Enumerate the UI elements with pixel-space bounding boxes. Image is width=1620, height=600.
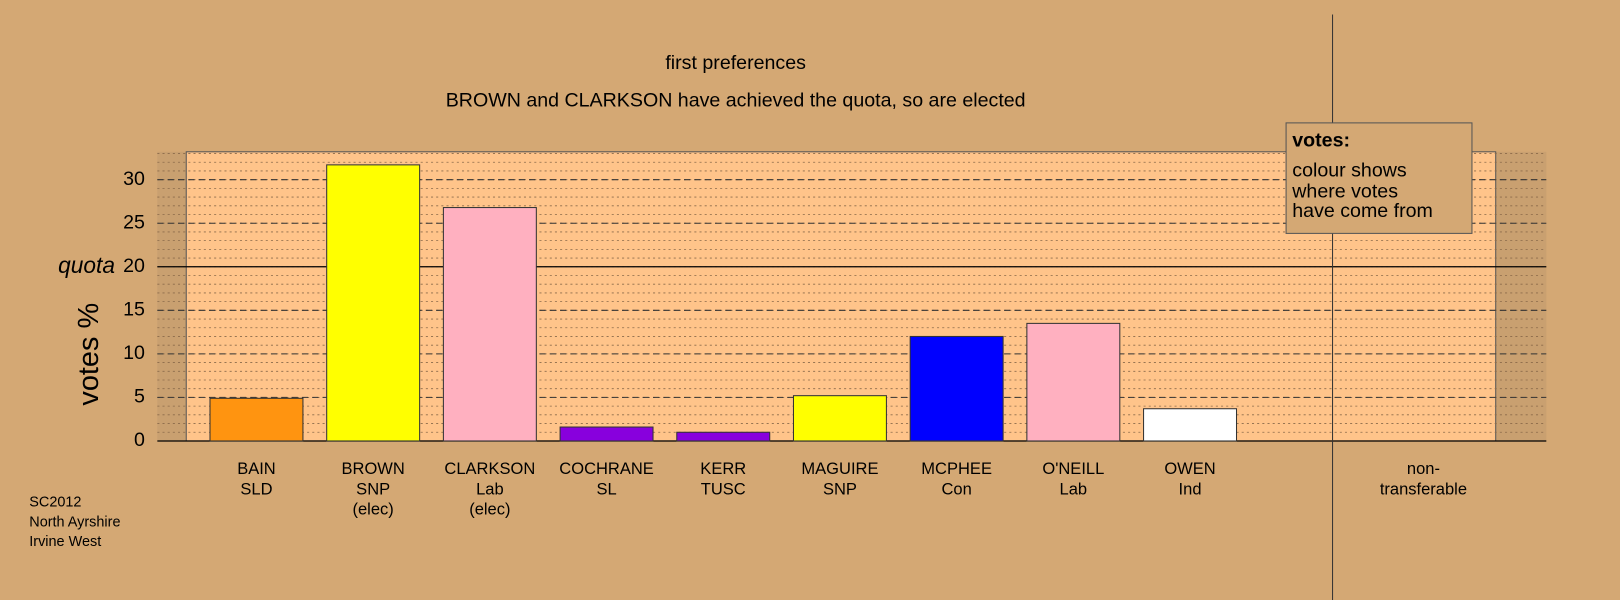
- footer: Irvine West: [29, 534, 101, 550]
- bar: [1143, 408, 1238, 442]
- x-tick-label: Lab: [476, 479, 504, 498]
- bar: [1026, 322, 1121, 442]
- x-tick-label: SLD: [240, 479, 272, 498]
- y-tick-label: 20: [123, 255, 145, 277]
- x-tick-label: MAGUIRE: [801, 459, 878, 478]
- x-tick-label: BROWN: [342, 459, 405, 478]
- x-tick-label: SNP: [356, 479, 390, 498]
- chart-subtitle: BROWN and CLARKSON have achieved the quo…: [446, 89, 1026, 111]
- x-tick-label: O'NEILL: [1042, 459, 1104, 478]
- legend-title: votes:: [1292, 130, 1350, 152]
- legend-text: where votes: [1291, 180, 1398, 202]
- y-tick-label: 0: [134, 429, 145, 451]
- y-tick-label: 10: [123, 342, 145, 364]
- x-tick-label: SL: [596, 479, 616, 498]
- quota-label: quota: [58, 252, 115, 278]
- bar: [792, 395, 887, 442]
- bars: [209, 164, 1238, 442]
- x-tick-label: CLARKSON: [444, 459, 535, 478]
- x-tick-label: (elec): [353, 500, 394, 519]
- x-tick-label: OWEN: [1164, 459, 1215, 478]
- y-tick-label: 25: [123, 211, 145, 233]
- x-tick-label: (elec): [469, 500, 510, 519]
- footer: North Ayrshire: [29, 514, 120, 530]
- y-tick-label: 5: [134, 386, 145, 408]
- legend-text: colour shows: [1292, 160, 1407, 182]
- x-tick-label: SNP: [823, 479, 857, 498]
- y-axis-label: votes %: [73, 303, 105, 406]
- bar: [442, 207, 537, 442]
- legend-box: [1285, 122, 1473, 234]
- x-tick-label: MCPHEE: [921, 459, 992, 478]
- x-tick-label: TUSC: [701, 479, 746, 498]
- bar: [326, 164, 421, 442]
- x-tick-label: non-: [1407, 459, 1440, 478]
- footer: SC2012: [29, 495, 81, 511]
- legend: votes: colour shows where votes have com…: [1285, 122, 1473, 234]
- legend-text: have come from: [1292, 200, 1433, 222]
- x-tick-label: KERR: [700, 459, 746, 478]
- chart-title: first preferences: [665, 52, 806, 74]
- bar: [209, 397, 304, 442]
- bar: [559, 426, 654, 442]
- x-tick-label: Con: [941, 479, 971, 498]
- bar: [909, 335, 1004, 442]
- bar: [676, 431, 771, 442]
- x-tick-label: COCHRANE: [559, 459, 654, 478]
- y-tick-label: 15: [123, 299, 145, 321]
- x-tick-label: Lab: [1060, 479, 1088, 498]
- x-tick-label: Ind: [1179, 479, 1202, 498]
- x-tick-label: transferable: [1380, 479, 1467, 498]
- y-tick-label: 30: [123, 168, 145, 190]
- x-tick-label: BAIN: [237, 459, 276, 478]
